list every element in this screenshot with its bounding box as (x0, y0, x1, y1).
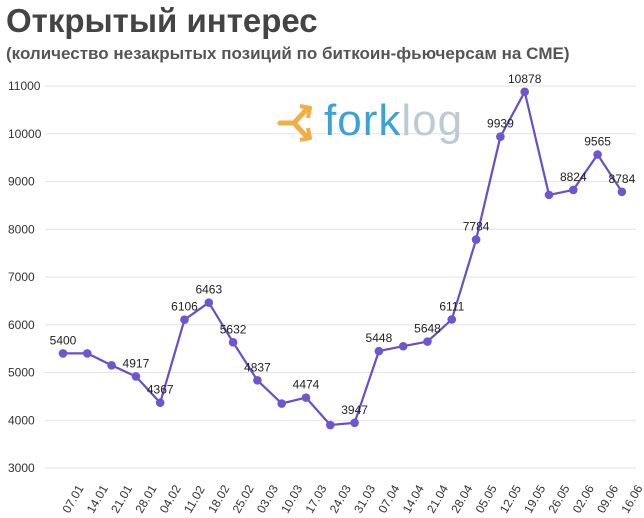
x-tick-label: 24.03 (327, 482, 354, 515)
data-point (374, 346, 384, 356)
x-tick-label: 17.03 (302, 482, 329, 515)
data-label: 7784 (463, 220, 490, 234)
x-tick-label: 16.06 (618, 482, 644, 515)
x-tick-label: 12.05 (497, 482, 524, 515)
data-label: 4917 (123, 356, 150, 370)
data-point (593, 150, 602, 159)
y-tick-label: 11000 (8, 79, 41, 93)
data-label: 9939 (487, 117, 514, 131)
x-tick-label: 18.02 (205, 482, 232, 515)
chart-title: Открытый интерес (6, 2, 318, 39)
data-label: 6106 (171, 300, 198, 314)
data-point (471, 235, 481, 244)
data-point (398, 341, 408, 351)
data-label: 5448 (366, 331, 393, 345)
data-point (131, 372, 141, 381)
chart-subtitle: (количество незакрытых позиций по биткои… (6, 44, 570, 63)
y-tick-label: 8000 (8, 222, 35, 236)
x-tick-label: 05.05 (473, 482, 500, 515)
x-tick-label: 26.05 (545, 482, 572, 515)
x-tick-label: 14.01 (84, 482, 111, 515)
data-point (544, 190, 554, 200)
data-label: 5400 (50, 333, 77, 347)
data-label: 4474 (293, 378, 320, 392)
data-labels: 5400 4917 4367 6106 6463 5632 4837 4474 3947 5448… (50, 72, 636, 417)
x-tick-label: 19.05 (521, 482, 548, 515)
data-label: 3947 (341, 403, 368, 417)
data-point (155, 398, 165, 408)
series-line (63, 88, 623, 427)
y-tick-label: 9000 (8, 175, 35, 189)
data-label: 5648 (414, 322, 441, 336)
y-axis-ticks: 3000 4000 5000 6000 7000 8000 9000 10000 11000 (8, 79, 42, 475)
x-tick-label: 28.01 (132, 482, 159, 515)
data-point (253, 375, 262, 385)
data-label: 10878 (508, 72, 542, 86)
y-tick-label: 3000 (8, 461, 35, 475)
x-tick-label: 03.03 (254, 482, 281, 515)
data-point (520, 87, 529, 97)
data-point (569, 185, 578, 195)
data-label: 4837 (244, 360, 271, 374)
logo-text-main: fork (324, 96, 402, 145)
y-tick-label: 6000 (8, 318, 35, 332)
data-point (617, 187, 627, 197)
data-point (180, 315, 189, 324)
x-tick-label: 09.06 (594, 482, 621, 515)
x-tick-label: 10.03 (278, 482, 305, 515)
data-point (277, 399, 287, 408)
x-tick-label: 07.01 (59, 482, 86, 515)
data-markers (58, 87, 627, 430)
data-label: 9565 (584, 135, 611, 149)
data-label: 4367 (147, 383, 174, 397)
data-label: 5632 (220, 322, 247, 336)
x-tick-label: 11.02 (181, 483, 208, 516)
x-tick-label: 04.02 (157, 482, 184, 515)
data-point (496, 132, 505, 141)
data-label: 6463 (195, 283, 222, 297)
data-point (107, 361, 116, 370)
x-tick-label: 02.06 (570, 482, 597, 515)
y-tick-label: 10000 (8, 127, 42, 141)
y-tick-label: 4000 (8, 413, 35, 427)
data-point (228, 338, 238, 347)
x-tick-label: 28.04 (448, 482, 475, 515)
data-point (83, 349, 92, 358)
data-point (326, 420, 335, 430)
forklog-logo: forklog (276, 96, 500, 146)
data-label: 8824 (560, 170, 587, 184)
x-tick-label: 14.04 (400, 482, 427, 515)
data-point (423, 337, 432, 346)
x-tick-label: 31.03 (351, 482, 378, 515)
data-point (58, 349, 68, 358)
data-label: 6111 (439, 299, 464, 313)
y-tick-label: 5000 (8, 366, 35, 380)
data-point (350, 418, 359, 428)
x-axis-ticks: 07.0114.0121.0128.0104.0211.0218.0225.02… (59, 482, 644, 515)
data-point (301, 393, 311, 402)
x-tick-label: 25.02 (230, 482, 257, 515)
x-tick-label: 07.04 (375, 482, 402, 515)
data-point (447, 315, 457, 324)
gridlines (45, 85, 636, 469)
data-label: 8784 (609, 172, 636, 186)
fork-arrows-icon (277, 104, 312, 142)
x-tick-label: 21.01 (108, 482, 135, 515)
x-tick-label: 21.04 (424, 482, 451, 515)
logo-text-faded: log (401, 96, 464, 145)
y-tick-label: 7000 (8, 270, 35, 284)
data-point (204, 298, 214, 307)
